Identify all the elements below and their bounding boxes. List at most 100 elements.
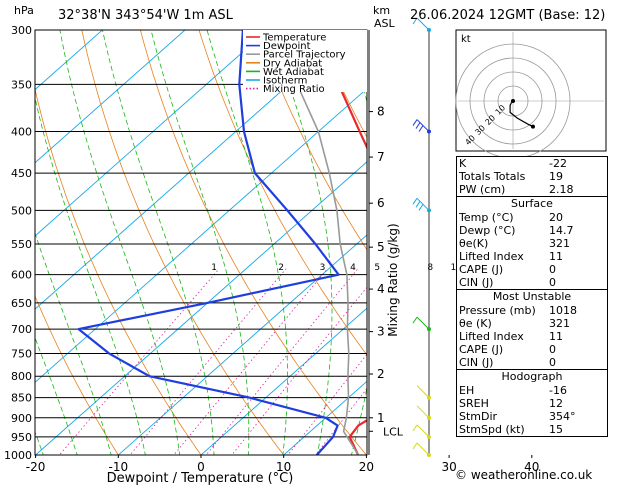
height-tick-label: 2	[377, 367, 385, 381]
index-key: PW (cm)	[459, 183, 506, 196]
pressure-tick-label: 500	[11, 204, 32, 217]
pressure-tick-label: 900	[11, 412, 32, 425]
index-row: θe(K) 321	[457, 237, 607, 250]
index-row: K -22	[457, 157, 607, 170]
wind-barb-flag	[412, 316, 418, 324]
location-label: 32°38'N 343°54'W 1m ASL	[58, 8, 233, 23]
surface-section: Temp (°C) 20 Dewp (°C) 14.7 θe(K) 321 Lifted I…	[457, 211, 607, 289]
index-row: CIN (J) 0	[457, 276, 607, 289]
index-value: 20	[549, 211, 563, 224]
temperature-tick-label: 20	[359, 460, 374, 474]
index-key: StmDir	[459, 410, 498, 423]
index-key: Pressure (mb)	[459, 304, 536, 317]
mixing-ratio-label: 8	[427, 263, 433, 273]
credit: © weatheronline.co.uk	[455, 468, 593, 482]
height-axis: 1 2 3 4 5 6 7 8 LCL	[368, 30, 404, 455]
pressure-unit: hPa	[14, 4, 34, 17]
surface-title: Surface	[511, 197, 553, 210]
index-value: 0	[549, 356, 556, 369]
height-tick-label: 8	[377, 105, 385, 119]
index-value: 14.7	[549, 224, 574, 237]
index-value: 1018	[549, 304, 577, 317]
isotherm-line	[35, 30, 186, 164]
temperature-tick-label: 0	[197, 460, 205, 474]
wind-barb-flag	[418, 125, 424, 132]
wet-adiabat-line	[271, 30, 333, 455]
legend-box	[243, 30, 367, 92]
index-key: CIN (J)	[459, 356, 494, 369]
height-tick-label: 3	[377, 325, 385, 339]
index-value: -16	[549, 384, 567, 397]
pressure-tick-label: 800	[11, 370, 32, 383]
mixing-ratio-label: 4	[350, 263, 356, 273]
index-row: PW (cm) 2.18	[457, 183, 607, 196]
series-dewpoint	[77, 30, 340, 455]
pressure-tick-label: 850	[11, 392, 32, 405]
index-row: CAPE (J) 0	[457, 343, 607, 356]
mixing-ratio-lines	[58, 268, 367, 455]
height-tick-label: 6	[377, 196, 385, 210]
pressure-tick-label: 450	[11, 167, 32, 180]
hodograph-unit: kt	[461, 34, 471, 45]
height-tick-label: 4	[377, 282, 385, 296]
index-row: θe (K) 321	[457, 317, 607, 330]
temperature-tick-label: 10	[276, 460, 291, 474]
asl-unit: ASL	[374, 17, 395, 30]
pressure-tick-label: 550	[11, 238, 32, 251]
hodograph-end-dot	[530, 124, 535, 129]
index-key: Totals Totals	[459, 170, 526, 183]
mixing-ratio-label: 1	[211, 263, 217, 273]
mixing-ratio-line	[129, 268, 287, 455]
isotherm-line	[117, 234, 367, 455]
mixing-ratio-label: 2	[278, 263, 284, 273]
index-row: Lifted Index 11	[457, 250, 607, 263]
pressure-tick-label: 350	[11, 78, 32, 91]
temperature-tick-label: -10	[108, 460, 128, 474]
pressure-tick-label: 650	[11, 297, 32, 310]
index-value: 321	[549, 317, 570, 330]
index-row: SREH 12	[457, 397, 607, 410]
mixing-ratio-axis-title: Mixing Ratio (g/kg)	[386, 223, 400, 336]
wind-barb-shaft	[416, 405, 430, 419]
index-key: K	[459, 157, 467, 170]
wind-barb-shaft	[416, 316, 430, 330]
index-key: CAPE (J)	[459, 343, 504, 356]
wind-barb-shaft	[416, 424, 430, 438]
series-parcel-trajectory	[275, 30, 360, 455]
wind-barb-shaft	[416, 385, 430, 398]
index-value: 12	[549, 397, 563, 410]
index-value: 15	[549, 423, 563, 436]
legend-label: Dry Adiabat	[263, 58, 322, 69]
wind-barb-shaft	[416, 442, 430, 456]
wind-barb-flag	[412, 424, 418, 432]
wet-adiabat-line	[102, 30, 215, 455]
wind-barb-flag	[415, 122, 421, 129]
dry-adiabat-line	[139, 30, 367, 455]
index-row: Temp (°C) 20	[457, 211, 607, 224]
pressure-tick-label: 950	[11, 431, 32, 444]
legend-label: Mixing Ratio	[263, 84, 325, 95]
index-row: CAPE (J) 0	[457, 263, 607, 276]
wet-adiabat-line	[206, 30, 288, 455]
wind-barb-flag	[412, 198, 418, 205]
dry-adiabat-line	[35, 87, 202, 455]
dry-adiabat-line	[198, 30, 367, 356]
pressure-tick-label: 1000	[4, 449, 32, 462]
mixing-ratio-line	[205, 268, 359, 455]
index-key: SREH	[459, 397, 489, 410]
most-unstable-section: Pressure (mb) 1018 θe (K) 321 Lifted Index 11…	[457, 304, 607, 369]
mixing-ratio-label: 5	[374, 263, 380, 273]
legend-label: Parcel Trajectory	[263, 50, 346, 61]
index-value: 0	[549, 343, 556, 356]
isotherm-line	[200, 307, 367, 455]
sounding-lines	[77, 30, 367, 455]
index-key: Dewp (°C)	[459, 224, 516, 237]
wind-barb-flag	[415, 201, 421, 208]
x-axis-title: Dewpoint / Temperature (°C)	[107, 471, 294, 486]
hodograph-frame	[455, 29, 607, 152]
temperature-tick-label: 40	[524, 460, 539, 474]
hodograph-trace	[509, 102, 534, 128]
mixing-ratio-label: 3	[320, 263, 326, 273]
pressure-tick-label: 700	[11, 323, 32, 336]
